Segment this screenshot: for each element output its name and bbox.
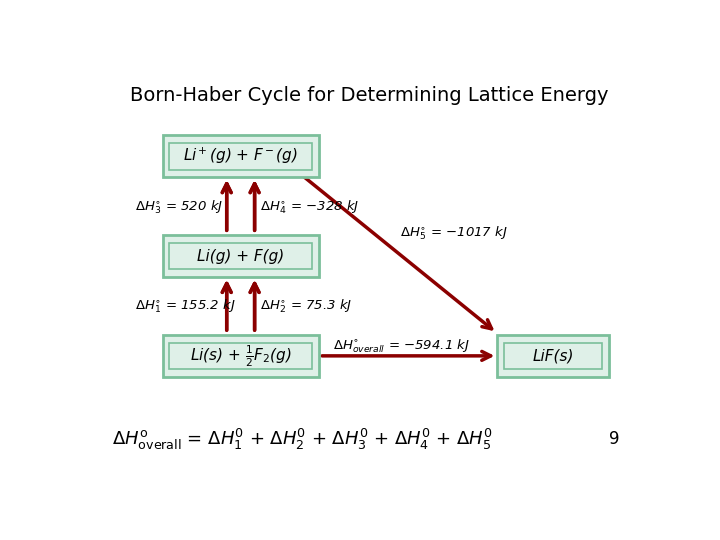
Text: $\Delta H^{\mathrm{o}}_{\mathrm{overall}}$ = $\Delta H^0_1$ + $\Delta H^0_2$ + $: $\Delta H^{\mathrm{o}}_{\mathrm{overall}… xyxy=(112,427,492,451)
FancyBboxPatch shape xyxy=(163,335,319,377)
FancyBboxPatch shape xyxy=(498,335,609,377)
Text: $\Delta H^{\circ}_{overall}$ = −594.1 kJ: $\Delta H^{\circ}_{overall}$ = −594.1 kJ xyxy=(333,338,469,355)
Text: $\Delta H_4^{\circ}$ = −328 kJ: $\Delta H_4^{\circ}$ = −328 kJ xyxy=(260,198,359,216)
Text: LiF(s): LiF(s) xyxy=(532,348,574,363)
Text: Li(s) + $\frac{1}{2}$F$_2$(g): Li(s) + $\frac{1}{2}$F$_2$(g) xyxy=(189,343,292,369)
Text: $\Delta H_5^{\circ}$ = −1017 kJ: $\Delta H_5^{\circ}$ = −1017 kJ xyxy=(400,225,508,242)
Text: Born-Haber Cycle for Determining Lattice Energy: Born-Haber Cycle for Determining Lattice… xyxy=(130,85,608,105)
Text: Li(g) + F(g): Li(g) + F(g) xyxy=(197,248,284,264)
Text: $\Delta H_1^{\circ}$ = 155.2 kJ: $\Delta H_1^{\circ}$ = 155.2 kJ xyxy=(135,297,235,315)
Text: $\Delta H_2^{\circ}$ = 75.3 kJ: $\Delta H_2^{\circ}$ = 75.3 kJ xyxy=(260,297,353,315)
FancyBboxPatch shape xyxy=(163,235,319,277)
FancyBboxPatch shape xyxy=(163,136,319,177)
Text: Li$^+$(g) + F$^-$(g): Li$^+$(g) + F$^-$(g) xyxy=(183,146,298,166)
Text: 9: 9 xyxy=(609,430,620,448)
Text: $\Delta H_3^{\circ}$ = 520 kJ: $\Delta H_3^{\circ}$ = 520 kJ xyxy=(135,198,223,216)
